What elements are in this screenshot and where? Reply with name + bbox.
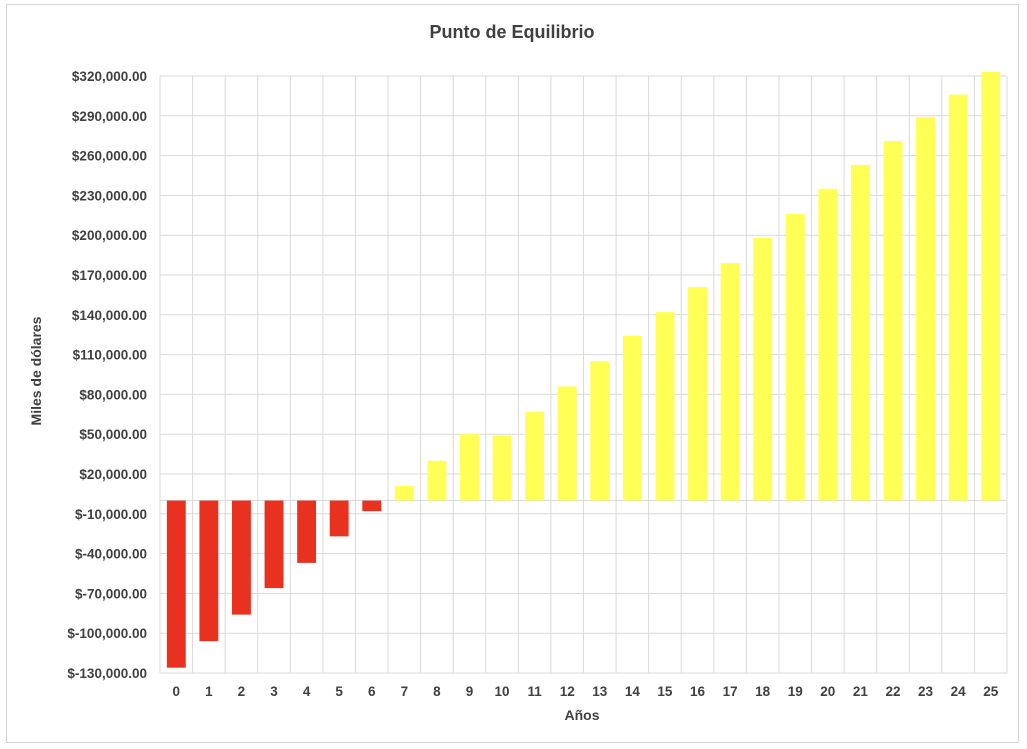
x-tick-label: 3 <box>270 684 278 699</box>
y-tick-label: $170,000.00 <box>72 268 147 283</box>
x-tick-label: 19 <box>788 684 803 699</box>
x-tick-label: 8 <box>433 684 441 699</box>
bar <box>264 500 284 589</box>
bar <box>394 485 414 501</box>
y-tick-label: $260,000.00 <box>72 149 147 164</box>
x-tick-label: 2 <box>238 684 246 699</box>
x-tick-label: 15 <box>657 684 673 699</box>
x-tick-label: 7 <box>401 684 409 699</box>
x-tick-label: 0 <box>173 684 181 699</box>
y-tick-label: $-70,000.00 <box>75 586 147 601</box>
bar <box>362 500 382 512</box>
x-tick-label: 20 <box>820 684 835 699</box>
x-tick-label: 21 <box>853 684 869 699</box>
y-tick-label: $140,000.00 <box>72 308 147 323</box>
grid-lines <box>159 75 1008 674</box>
y-tick-label: $-130,000.00 <box>67 666 147 681</box>
x-tick-label: 12 <box>560 684 575 699</box>
bar <box>785 213 805 501</box>
x-axis-ticks: 0 1 2 3 4 5 6 7 8 9 10 11 12 13 14 15 16 17 18 19 20 21 22 23 24… <box>173 684 999 699</box>
x-tick-label: 22 <box>885 684 900 699</box>
y-tick-label: $-100,000.00 <box>67 626 147 641</box>
y-tick-label: $80,000.00 <box>79 387 147 402</box>
x-tick-label: 1 <box>205 684 213 699</box>
bar <box>916 117 936 501</box>
bar <box>525 411 545 501</box>
bar <box>850 164 870 501</box>
x-axis-label: Años <box>565 707 600 723</box>
chart-title: Punto de Equilibrio <box>430 22 595 42</box>
bars <box>166 72 1001 668</box>
x-tick-label: 6 <box>368 684 376 699</box>
bar <box>981 72 1001 501</box>
bar <box>329 500 349 537</box>
x-tick-label: 5 <box>335 684 343 699</box>
x-tick-label: 11 <box>527 684 542 699</box>
x-tick-label: 14 <box>625 684 641 699</box>
x-tick-label: 4 <box>303 684 311 699</box>
bar <box>166 500 186 668</box>
y-axis-ticks: $-130,000.00 $-100,000.00 $-70,000.00 $-40,… <box>67 69 147 681</box>
bar <box>297 500 317 563</box>
x-tick-label: 10 <box>495 684 510 699</box>
y-tick-label: $230,000.00 <box>72 188 147 203</box>
x-tick-label: 23 <box>918 684 934 699</box>
bar <box>622 336 642 501</box>
chart-frame: Punto de Equilibrio $-130,000.00 $-100,00… <box>6 4 1019 743</box>
x-tick-label: 17 <box>723 684 738 699</box>
x-tick-label: 24 <box>951 684 967 699</box>
bar <box>231 500 251 615</box>
bar <box>492 435 512 501</box>
bar <box>753 237 773 501</box>
y-tick-label: $50,000.00 <box>79 427 147 442</box>
y-axis-label: Miles de dólares <box>28 316 44 425</box>
y-tick-label: $20,000.00 <box>79 467 147 482</box>
bar <box>688 286 707 501</box>
bar <box>460 434 479 501</box>
bar <box>199 500 219 642</box>
y-tick-label: $-10,000.00 <box>75 507 147 522</box>
bar <box>655 312 675 501</box>
x-tick-label: 16 <box>690 684 706 699</box>
x-tick-label: 18 <box>755 684 771 699</box>
y-tick-label: $110,000.00 <box>73 348 147 363</box>
y-tick-label: $-40,000.00 <box>75 547 147 562</box>
chart-svg: Punto de Equilibrio $-130,000.00 $-100,00… <box>28 22 1008 723</box>
bar <box>427 460 447 501</box>
bar <box>948 94 968 501</box>
y-tick-label: $290,000.00 <box>72 109 147 124</box>
bar <box>557 386 577 501</box>
bar <box>590 361 610 501</box>
bar <box>883 141 903 501</box>
x-tick-label: 25 <box>983 684 999 699</box>
bar <box>720 263 740 501</box>
y-tick-label: $320,000.00 <box>72 69 147 84</box>
x-tick-label: 13 <box>592 684 608 699</box>
bar <box>818 188 838 501</box>
y-tick-label: $200,000.00 <box>72 228 147 243</box>
x-tick-label: 9 <box>466 684 474 699</box>
